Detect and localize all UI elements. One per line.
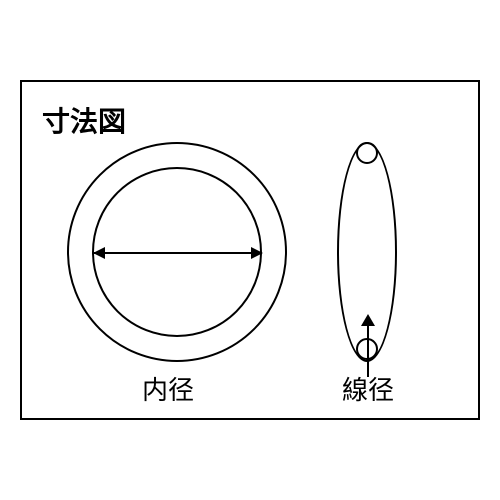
diagram-frame: 寸法図 内径 線径 <box>20 80 480 420</box>
wire-diameter-label: 線径 <box>342 370 394 407</box>
arrow-right-icon <box>251 247 263 259</box>
wire-diameter-leader <box>367 317 369 377</box>
inner-diameter-label: 内径 <box>142 370 194 407</box>
arrow-left-icon <box>93 247 105 259</box>
diagram-title: 寸法図 <box>42 100 126 140</box>
inner-diameter-dimension <box>94 252 262 254</box>
cross-section-top <box>356 142 378 164</box>
diagram-container: 寸法図 内径 線径 <box>10 70 490 430</box>
arrow-up-icon <box>361 314 375 326</box>
